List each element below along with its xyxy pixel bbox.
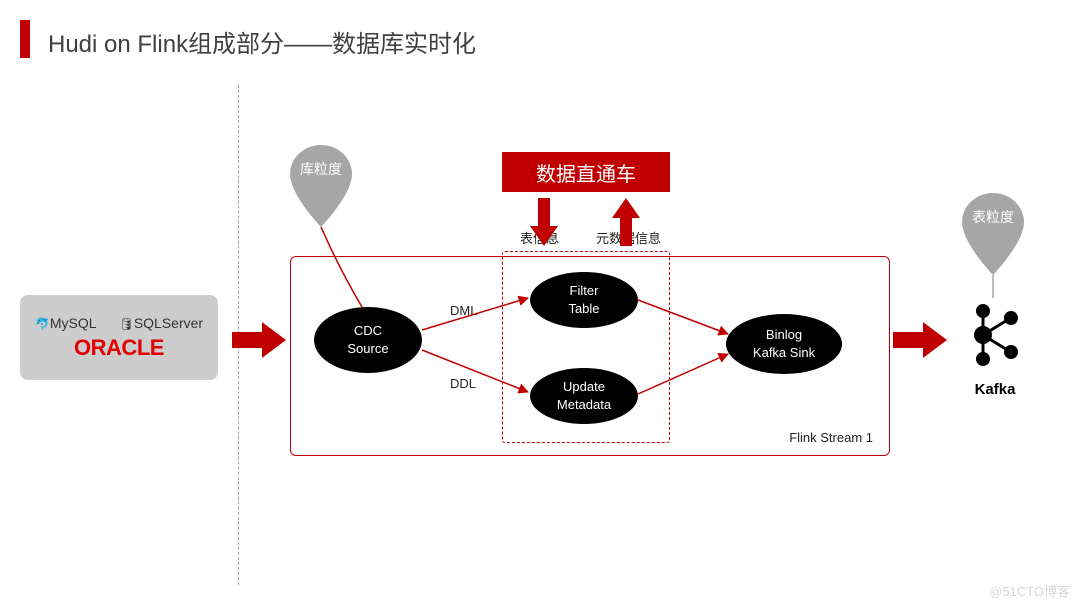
edge-label-dml: DML xyxy=(450,303,477,318)
kafka-target: Kafka xyxy=(955,300,1035,398)
node-update-metadata: UpdateMetadata xyxy=(530,368,638,424)
kafka-icon xyxy=(965,300,1025,370)
node-cdc-source: CDCSource xyxy=(314,307,422,373)
flink-caption: Flink Stream 1 xyxy=(789,430,873,445)
page-title: Hudi on Flink组成部分——数据库实时化 xyxy=(48,24,476,59)
arrow-src-to-flink xyxy=(232,322,286,358)
pin-db-granularity: 库粒度 xyxy=(290,145,352,227)
node-binlog-sink: BinlogKafka Sink xyxy=(726,314,842,374)
db-sqlserver: 🛢SQLServer xyxy=(119,315,203,331)
node-filter-table: FilterTable xyxy=(530,272,638,328)
source-databases: 🐬MySQL 🛢SQLServer ORACLE xyxy=(20,295,218,380)
watermark: @51CTO博客 xyxy=(989,581,1070,600)
banner: 数据直通车 xyxy=(502,152,670,192)
db-oracle: ORACLE xyxy=(74,335,164,361)
kafka-label: Kafka xyxy=(955,381,1035,398)
db-mysql: 🐬MySQL xyxy=(35,315,97,331)
accent-bar xyxy=(20,20,30,58)
pin-table-granularity: 表粒度 xyxy=(962,193,1024,275)
arrow-flink-to-kafka xyxy=(893,322,947,358)
edge-label-ddl: DDL xyxy=(450,376,476,391)
arrow-banner-up xyxy=(612,198,640,246)
arrow-banner-down xyxy=(530,198,558,246)
